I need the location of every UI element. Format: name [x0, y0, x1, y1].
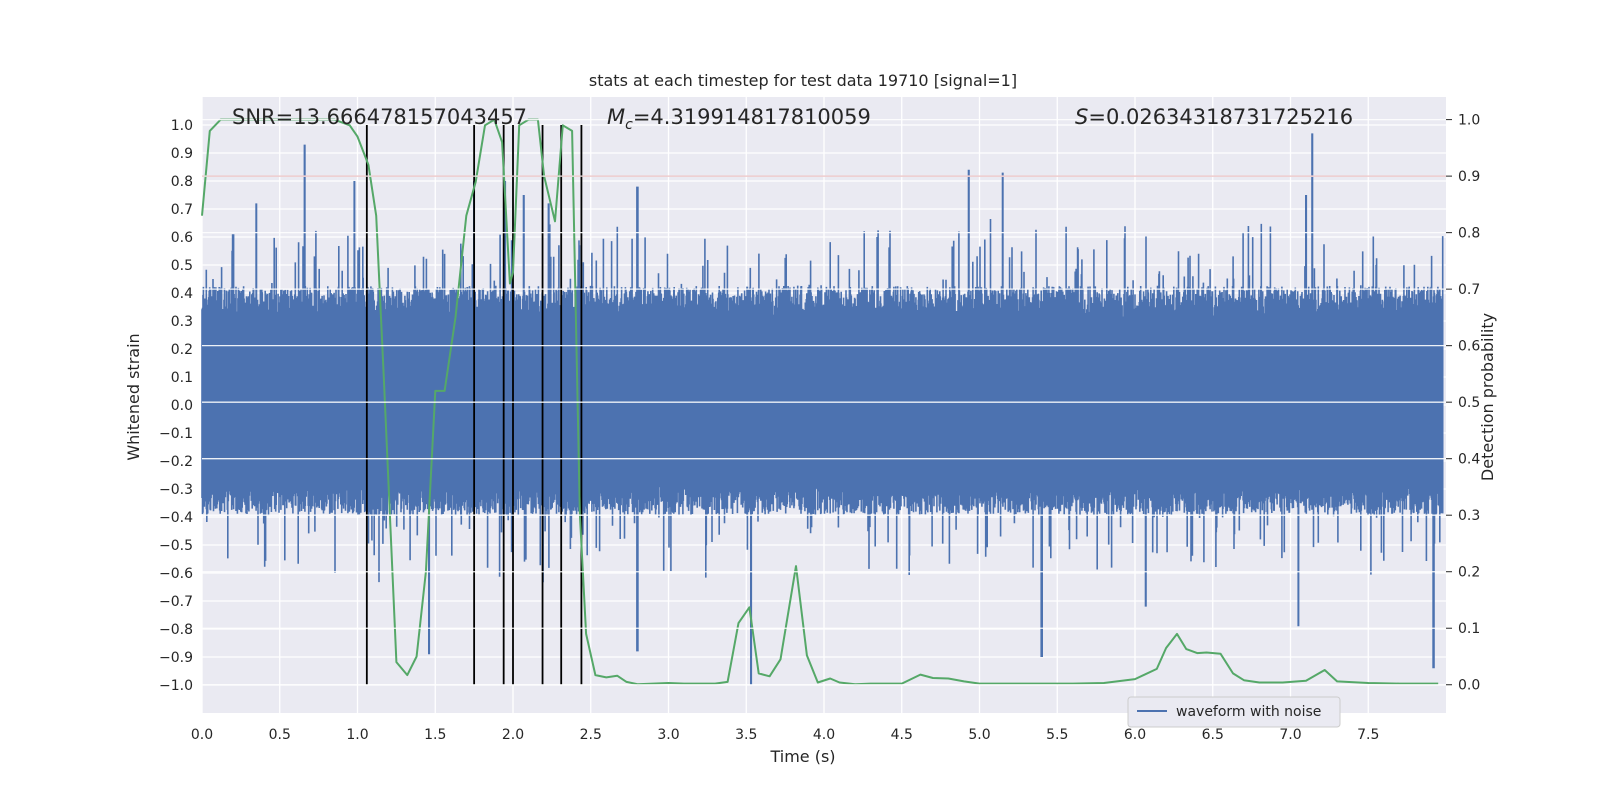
chart-title: stats at each timestep for test data 197… — [589, 71, 1017, 90]
y-tick-label: 0.6 — [171, 230, 193, 246]
x-tick-label: 5.0 — [968, 727, 990, 743]
x-tick-label: 5.5 — [1046, 727, 1068, 743]
x-tick-label: 6.0 — [1124, 727, 1146, 743]
legend: waveform with noise — [1127, 696, 1341, 728]
vertical-markers — [365, 125, 583, 685]
detection-probability-line — [201, 118, 1439, 686]
y-tick-label: −0.1 — [159, 426, 193, 442]
y-tick-label: −0.2 — [159, 454, 193, 470]
y-tick-label: −0.5 — [159, 538, 193, 554]
y2-axis-label: Detection probability — [1478, 313, 1497, 481]
snr-annotation: SNR=13.666478157043457 — [232, 105, 527, 129]
y2-tick-label: 0.0 — [1458, 678, 1480, 694]
y-tick-label: −0.7 — [159, 594, 193, 610]
x-axis-label: Time (s) — [769, 747, 835, 766]
x-tick-label: 1.5 — [424, 727, 446, 743]
chirp-mass-value: =4.319914817810059 — [633, 105, 871, 129]
waveform-series — [201, 133, 1444, 685]
chirp-mass-symbol: M — [607, 105, 625, 129]
y-tick-label: 0.1 — [171, 370, 193, 386]
y2-tick-label: 1.0 — [1458, 113, 1480, 129]
y-tick-label: 0.8 — [171, 174, 193, 190]
y2-tick-label: 0.5 — [1458, 395, 1480, 411]
x-tick-label: 7.5 — [1357, 727, 1379, 743]
s-value: =0.02634318731725216 — [1088, 105, 1353, 129]
x-tick-label: 4.0 — [813, 727, 835, 743]
x-ticks: 0.0 0.5 1.0 1.5 2.0 2.5 3.0 3.5 4.0 4.5 5.0 5.5 6.0 6… — [191, 727, 1380, 743]
detection-probability-series — [201, 118, 1439, 686]
y-ticks: 1.0 0.9 0.8 0.7 0.6 0.5 0.4 0.3 0.2 0.1 0.0 −0.1 −0.… — [159, 118, 193, 694]
y2-tick-label: 0.4 — [1458, 452, 1480, 468]
y-tick-label: 0.4 — [171, 286, 193, 302]
y-tick-label: −1.0 — [159, 678, 193, 694]
y-tick-label: −0.8 — [159, 622, 193, 638]
y-tick-label: 0.9 — [171, 146, 193, 162]
x-tick-label: 2.5 — [580, 727, 602, 743]
y-tick-label: −0.4 — [159, 510, 193, 526]
y-tick-label: 1.0 — [171, 118, 193, 134]
legend-entry-waveform: waveform with noise — [1176, 704, 1321, 720]
y-tick-label: 0.7 — [171, 202, 193, 218]
x-tick-label: 0.0 — [191, 727, 213, 743]
x-tick-label: 3.5 — [735, 727, 757, 743]
s-annotation: S=0.02634318731725216 — [1075, 105, 1353, 129]
y-tick-label: 0.2 — [171, 342, 193, 358]
waveform-trace — [201, 133, 1444, 685]
y2-tick-label: 0.1 — [1458, 621, 1480, 637]
y2-tick-label: 0.2 — [1458, 565, 1480, 581]
y2-tick-label: 0.7 — [1458, 282, 1480, 298]
x-tick-label: 6.5 — [1202, 727, 1224, 743]
x-tick-label: 4.5 — [891, 727, 913, 743]
y2-tick-label: 0.9 — [1458, 169, 1480, 185]
right-axis-grid — [202, 118, 1446, 686]
x-tick-label: 0.5 — [269, 727, 291, 743]
y2-tick-label: 0.3 — [1458, 508, 1480, 524]
chirp-mass-subscript: c — [625, 117, 633, 133]
legend-box — [1127, 696, 1341, 728]
y-tick-label: −0.9 — [159, 650, 193, 666]
y-axis-label: Whitened strain — [124, 333, 143, 460]
y2-tick-label: 0.8 — [1458, 226, 1480, 242]
y2-tick-label: 0.6 — [1458, 339, 1480, 355]
y2-ticks: 1.0 0.9 0.8 0.7 0.6 0.5 0.4 0.3 0.2 0.1 0.0 — [1446, 113, 1480, 694]
x-tick-label: 3.0 — [657, 727, 679, 743]
x-tick-label: 7.0 — [1279, 727, 1301, 743]
y-tick-label: 0.0 — [171, 398, 193, 414]
x-tick-label: 1.0 — [346, 727, 368, 743]
s-symbol: S — [1075, 105, 1088, 129]
chirp-mass-annotation: Mc=4.319914817810059 — [607, 105, 871, 133]
y-tick-label: −0.3 — [159, 482, 193, 498]
x-tick-label: 2.0 — [502, 727, 524, 743]
y-tick-label: 0.3 — [171, 314, 193, 330]
y-tick-label: −0.6 — [159, 566, 193, 582]
y-tick-label: 0.5 — [171, 258, 193, 274]
